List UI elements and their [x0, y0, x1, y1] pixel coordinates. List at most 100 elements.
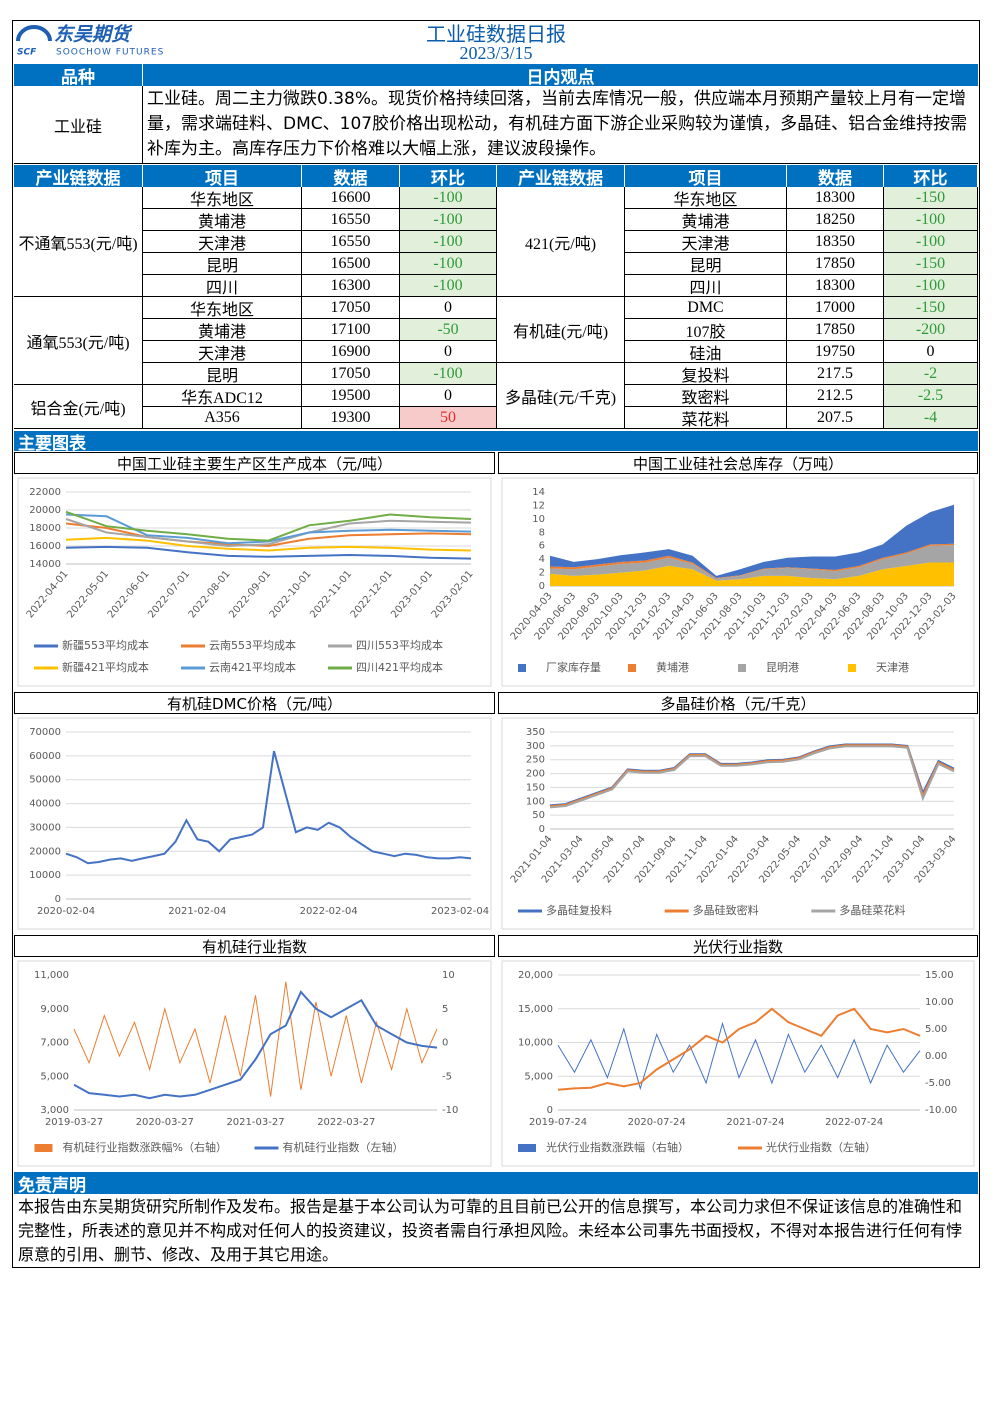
y-tick-label: 22000 [29, 487, 61, 498]
disclaimer-text: 本报告由东吴期货研究所制作及发布。报告是基于本公司认为可靠的且目前已公开的信息撰… [18, 1197, 963, 1264]
row-item: 昆明 [625, 253, 787, 275]
row-value: 207.5 [787, 407, 884, 429]
y-tick-label: 12 [532, 500, 545, 511]
y-tick-label: -5.00 [925, 1078, 951, 1089]
row-item: 华东ADC12 [143, 385, 302, 407]
legend-label: 多晶硅菜花料 [839, 903, 905, 917]
y-tick-label: 7,000 [40, 1038, 69, 1049]
row-item: 复投料 [625, 363, 787, 385]
legend-label: 云南553平均成本 [209, 638, 296, 652]
disclaimer-title: 免责声明 [14, 1172, 978, 1196]
table-header: 产业链数据 [497, 165, 625, 189]
y-tick-label: 10000 [29, 870, 61, 881]
row-item: 天津港 [143, 341, 302, 363]
y-tick-label: 20000 [29, 846, 61, 857]
row-change: -2 [884, 363, 978, 385]
x-tick-label: 2021-07-24 [726, 1117, 784, 1128]
row-item: 四川 [143, 275, 302, 297]
row-change: -150 [884, 297, 978, 319]
row-item: 菜花料 [625, 407, 787, 429]
table-header: 数据 [787, 165, 884, 189]
y-tick-label: 0.00 [925, 1051, 947, 1062]
legend-label: 多晶硅致密料 [693, 903, 759, 917]
legend-label: 新疆553平均成本 [62, 638, 149, 652]
row-value: 16900 [302, 341, 400, 363]
group-label: 多晶硅(元/千克) [497, 363, 625, 429]
y-tick-label: 50000 [29, 775, 61, 786]
area [550, 545, 954, 581]
y-tick-label: 2 [539, 568, 545, 579]
y-tick-label: 350 [526, 727, 545, 738]
row-value: 16550 [302, 231, 400, 253]
x-tick-label: 2022-03-27 [317, 1117, 375, 1128]
row-item: 致密料 [625, 385, 787, 407]
row-item: A356 [143, 407, 302, 429]
y-tick-label: 0 [547, 1105, 553, 1116]
line [549, 745, 955, 809]
legend-label: 四川421平均成本 [356, 660, 443, 674]
logo: SCF 东吴期货 SOOCHOW FUTURES [16, 24, 164, 58]
y-tick-label: 50 [532, 810, 545, 821]
row-value: 19750 [787, 341, 884, 363]
row-item: 华东地区 [625, 187, 787, 209]
row-item: DMC [625, 297, 787, 319]
row-value: 16550 [302, 209, 400, 231]
row-value: 19500 [302, 385, 400, 407]
logo-cn: 东吴期货 [54, 24, 133, 46]
x-tick-label: 2020-03-27 [136, 1117, 194, 1128]
row-item: 昆明 [143, 363, 302, 385]
chart: 0 10000 20000 30000 40000 50000 60000 70000 2020… [17, 717, 492, 930]
row-item: 华东地区 [143, 187, 302, 209]
y-tick-label: 70000 [29, 727, 61, 738]
logo-mark: SCF [17, 48, 37, 58]
line [65, 510, 472, 542]
report-title: 工业硅数据日报 [426, 21, 566, 46]
legend-label: 云南421平均成本 [209, 660, 296, 674]
row-item: 四川 [625, 275, 787, 297]
y-tick-label: 10,000 [518, 1038, 553, 1049]
line [65, 536, 472, 552]
report-date: 2023/3/15 [459, 42, 533, 63]
chart-title: 有机硅DMC价格（元/吨） [14, 692, 495, 714]
row-change: -100 [400, 275, 497, 297]
legend-label: 光伏行业指数涨跌幅（右轴） [546, 1140, 689, 1154]
summary-text: 工业硅。周二主力微跌0.38%。现货价格持续回落，当前去库情况一般，供应端本月预… [143, 86, 978, 164]
logo-swoosh [16, 25, 52, 42]
line [65, 545, 472, 560]
legend-label: 有机硅行业指数涨跌幅%（右轴） [63, 1140, 227, 1154]
row-item: 黄埔港 [143, 209, 302, 231]
y-tick-label: -10.00 [925, 1105, 957, 1116]
row-value: 16500 [302, 253, 400, 275]
group-label: 421(元/吨) [497, 187, 625, 297]
row-change: -100 [400, 187, 497, 209]
chart-title: 有机硅行业指数 [14, 935, 495, 957]
row-change: -50 [400, 319, 497, 341]
x-tick-label: 2023-02-04 [431, 906, 489, 917]
y-tick-label: 30000 [29, 822, 61, 833]
logo-en: SOOCHOW FUTURES [56, 48, 164, 58]
row-change: -100 [884, 231, 978, 253]
x-tick-label: 2021-03-27 [226, 1117, 284, 1128]
y-tick-label: 3,000 [40, 1105, 69, 1116]
row-change: -2.5 [884, 385, 978, 407]
y-tick-label: 10 [532, 514, 545, 525]
row-value: 217.5 [787, 363, 884, 385]
y-tick-label: 0 [539, 581, 545, 592]
y-tick-label: 200 [526, 769, 545, 780]
legend-label: 天津港 [876, 661, 909, 674]
y-tick-label: 16000 [29, 541, 61, 552]
row-value: 19300 [302, 407, 400, 429]
line [65, 522, 472, 548]
row-item: 黄埔港 [625, 209, 787, 231]
legend-swatch [848, 664, 856, 672]
row-change: -100 [400, 253, 497, 275]
row-value: 17100 [302, 319, 400, 341]
y-tick-label: 8 [539, 527, 545, 538]
row-change: 0 [884, 341, 978, 363]
y-tick-label: 60000 [29, 751, 61, 762]
legend-label: 昆明港 [766, 661, 799, 674]
row-item: 黄埔港 [143, 319, 302, 341]
line [73, 990, 438, 1100]
row-change: -100 [884, 275, 978, 297]
group-label: 有机硅(元/吨) [497, 297, 625, 363]
